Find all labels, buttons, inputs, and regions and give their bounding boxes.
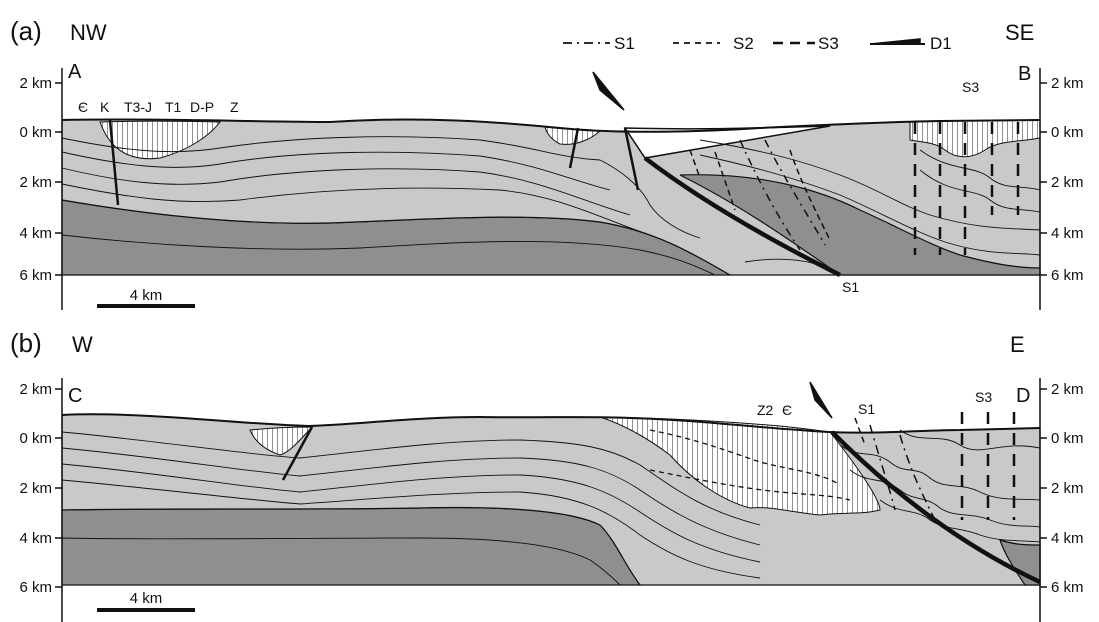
panel-a-faults [108, 119, 842, 278]
panel-b-end-point: D [1016, 385, 1030, 407]
legend-d1-label: D1 [930, 34, 952, 53]
panel-a-unit-cambrian: Є [78, 99, 88, 115]
panel-a-depth-tick-right-4: 4 km [1051, 225, 1084, 242]
panel-a-depth-tick-1: 2 km [19, 75, 52, 92]
panel-b-depth-tick-right-3: 2 km [1051, 480, 1084, 497]
panel-a-s3-label: S3 [962, 79, 979, 95]
panel-b-thrust-arrow [809, 381, 833, 419]
panel-b-left-direction: W [72, 332, 93, 357]
panel-a-topography [61, 118, 1041, 133]
panel-b-right-direction: E [1010, 332, 1025, 357]
panel-a-depth-tick-right-1: 2 km [1051, 75, 1084, 92]
panel-a-scale-label: 4 km [130, 287, 163, 304]
panel-a-thrust-arrow [592, 71, 625, 111]
panel-a: (a) NW SE A B 2 km 0 km 2 km 4 km 6 km 2… [10, 16, 1084, 310]
panel-a-cleavage [689, 122, 1020, 255]
panel-a-label: (a) [10, 16, 42, 46]
panel-b-depth-tick-2: 0 km [19, 430, 52, 447]
panel-b-label: (b) [10, 328, 42, 358]
panel-b-hatched-small [249, 426, 314, 456]
panel-b-hatched-large [599, 416, 881, 516]
panel-b-unit-cambrian: Є [782, 402, 792, 418]
panel-b-lower-unit [61, 506, 642, 586]
panel-b-s2-traces [649, 429, 851, 501]
legend: S1 S2 S3 D1 [563, 34, 952, 53]
panel-a-right-direction: SE [1005, 20, 1034, 45]
panel-b-layers [61, 429, 1041, 586]
panel-b-unit-z2: Z2 [757, 402, 774, 418]
panel-b-depth-tick-4: 4 km [19, 530, 52, 547]
legend-s3-label: S3 [818, 34, 839, 53]
panel-b-depth-tick-right-1: 2 km [1051, 381, 1084, 398]
panel-a-depth-tick-5: 6 km [19, 267, 52, 284]
panel-a-depth-tick-3: 2 km [19, 174, 52, 191]
panel-b-cleavage [854, 412, 1016, 521]
panel-a-depth-tick-right-2: 0 km [1051, 124, 1084, 141]
panel-a-left-direction: NW [70, 20, 107, 45]
panel-b-depth-tick-right-4: 4 km [1051, 530, 1084, 547]
panel-b-depth-tick-1: 2 km [19, 381, 52, 398]
panel-b-axes [55, 378, 1047, 622]
panel-b-depth-tick-right-5: 6 km [1051, 579, 1084, 596]
panel-a-unit-z: Z [230, 99, 239, 115]
panel-a-depth-tick-2: 0 km [19, 124, 52, 141]
panel-a-depth-tick-right-5: 6 km [1051, 267, 1084, 284]
legend-s1-label: S1 [614, 34, 635, 53]
panel-a-unit-k: K [100, 99, 110, 115]
panel-b-s1-label: S1 [858, 401, 875, 417]
panel-a-s1-label: S1 [842, 279, 859, 295]
panel-b-s3-label: S3 [975, 389, 992, 405]
panel-a-depth-tick-4: 4 km [19, 225, 52, 242]
panel-a-unit-dp: D-P [190, 99, 214, 115]
panel-b-depth-tick-3: 2 km [19, 480, 52, 497]
panel-a-unit-t3j: T3-J [124, 99, 152, 115]
panel-b: (b) W E C D 2 km 0 km 2 km 4 km 6 km 2 k… [10, 328, 1084, 622]
panel-b-scale-label: 4 km [130, 590, 163, 607]
panel-b-depth-tick-right-2: 0 km [1051, 430, 1084, 447]
panel-b-start-point: C [68, 385, 82, 407]
panel-a-end-point: B [1018, 63, 1031, 85]
panel-a-depth-tick-right-3: 2 km [1051, 174, 1084, 191]
panel-a-unit-t1: T1 [165, 99, 182, 115]
panel-b-topography [61, 413, 1041, 434]
panel-b-depth-tick-5: 6 km [19, 579, 52, 596]
panel-a-layers [61, 136, 1041, 276]
panel-a-axes [55, 68, 1047, 310]
legend-s2-label: S2 [733, 34, 754, 53]
panel-b-faults [281, 426, 1041, 585]
panel-a-start-point: A [68, 61, 82, 83]
